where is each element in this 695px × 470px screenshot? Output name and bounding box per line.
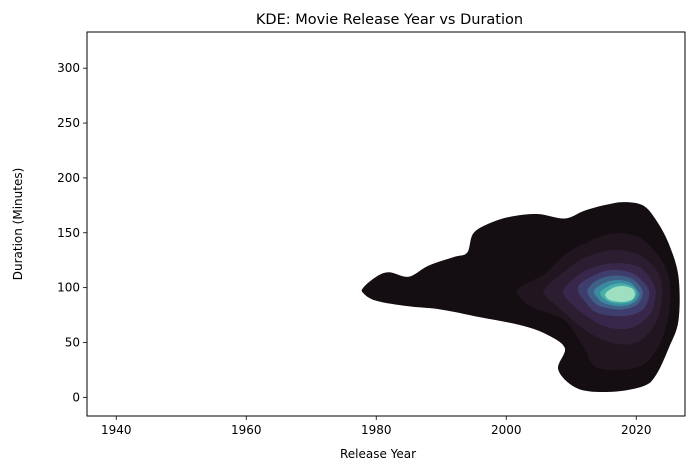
contour-layer bbox=[361, 202, 680, 393]
y-tick-label: 150 bbox=[57, 226, 80, 240]
x-tick-label: 2020 bbox=[621, 423, 652, 437]
x-tick-label: 1960 bbox=[231, 423, 262, 437]
x-tick-label: 1940 bbox=[101, 423, 132, 437]
y-tick-label: 100 bbox=[57, 281, 80, 295]
y-axis-ticks: 0 50 100 150 200 250 300 bbox=[57, 61, 87, 404]
density-contour-level-9 bbox=[605, 285, 635, 302]
x-tick-label: 1980 bbox=[361, 423, 392, 437]
y-tick-label: 200 bbox=[57, 171, 80, 185]
y-tick-label: 300 bbox=[57, 61, 80, 75]
x-axis-label: Release Year bbox=[340, 447, 416, 461]
y-tick-label: 0 bbox=[72, 390, 80, 404]
x-axis-ticks: 1940 1960 1980 2000 2020 bbox=[101, 416, 652, 437]
plot-frame bbox=[86, 31, 686, 417]
y-tick-label: 50 bbox=[65, 335, 80, 349]
chart-title: KDE: Movie Release Year vs Duration bbox=[256, 12, 523, 28]
y-axis-label: Duration (Minutes) bbox=[11, 168, 25, 281]
x-tick-label: 2000 bbox=[491, 423, 522, 437]
y-tick-label: 250 bbox=[57, 116, 80, 130]
